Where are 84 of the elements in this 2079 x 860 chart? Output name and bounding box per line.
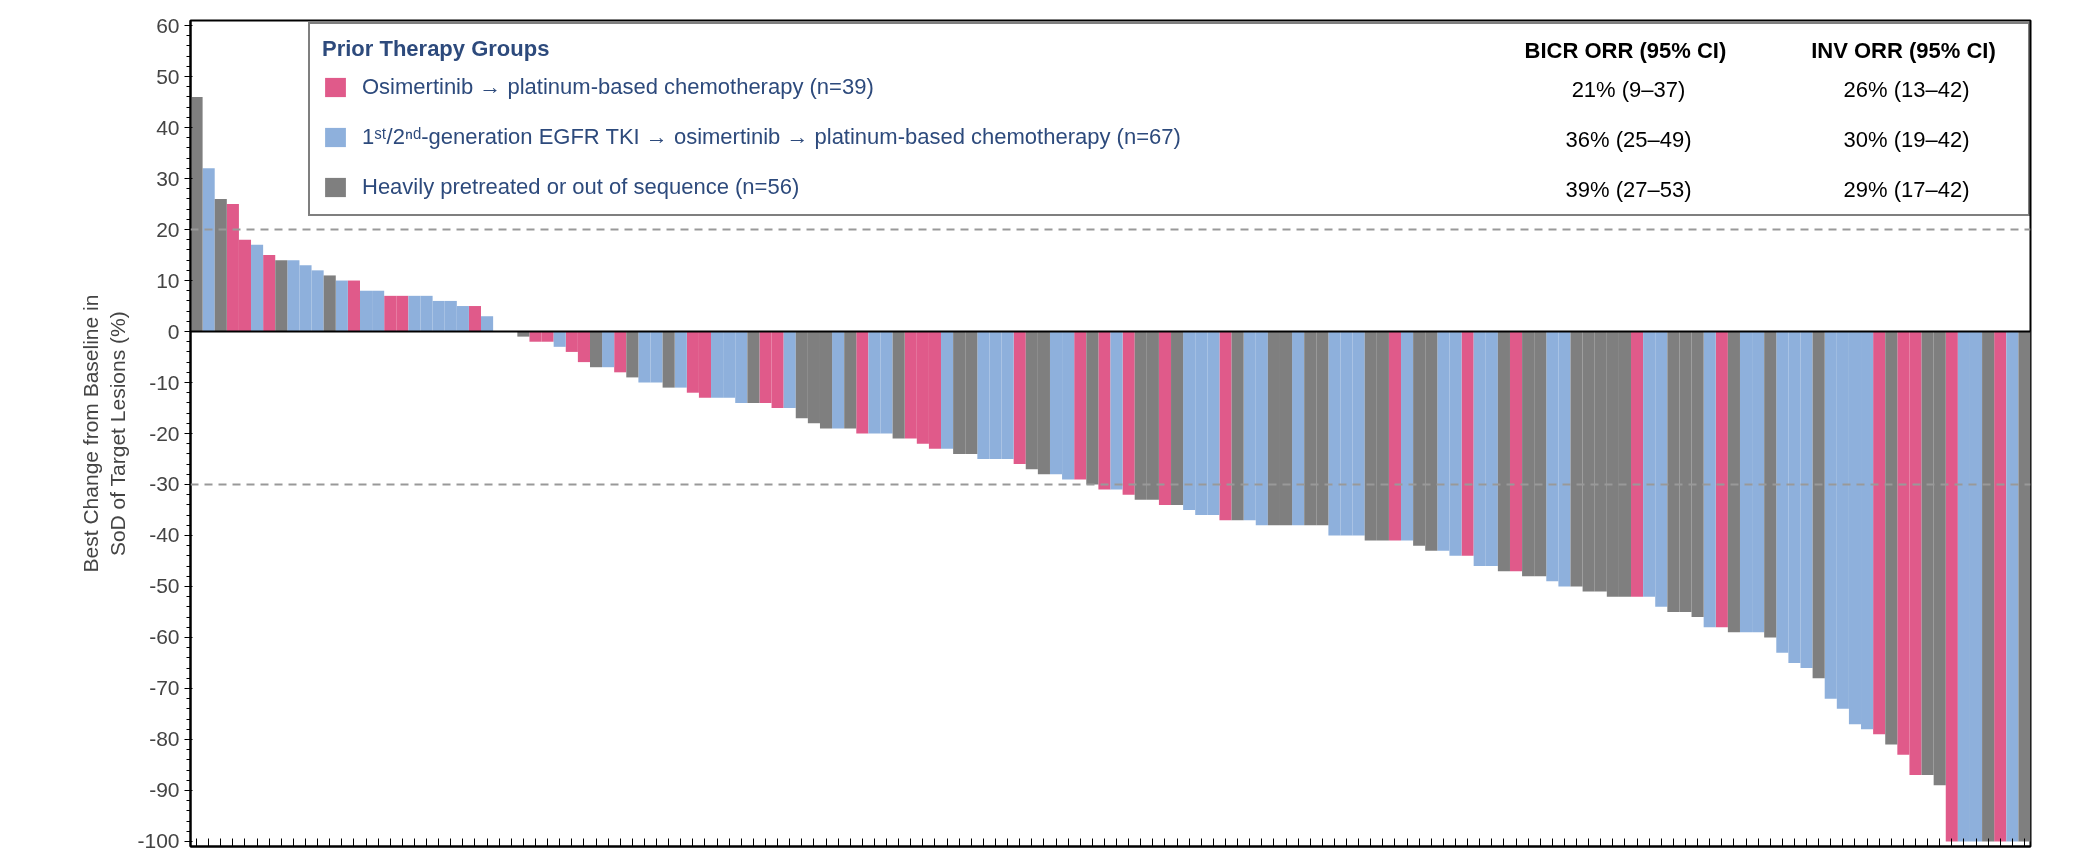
bar: [1388, 331, 1402, 541]
y-tick-label: -100: [137, 829, 180, 853]
legend-label: Heavily pretreated or out of sequence (n=56): [362, 174, 800, 199]
y-tick-label: -10: [149, 370, 180, 394]
bar: [747, 331, 760, 403]
legend-label: Osimertinib → platinum-based chemotherapy (n=39): [362, 74, 874, 99]
y-tick-label: -90: [149, 778, 180, 802]
bar: [481, 316, 494, 332]
bar: [202, 168, 215, 332]
bar: [856, 331, 869, 434]
annotation: 39% (27–53): [1565, 177, 1692, 202]
bar: [1086, 331, 1099, 485]
y-tick-label: -60: [149, 625, 180, 649]
bar: [1509, 331, 1523, 572]
y-tick-label: 50: [156, 64, 180, 88]
annotation: 26% (13–42): [1843, 77, 1970, 102]
legend-title: Prior Therapy Groups: [322, 36, 550, 61]
bar: [2006, 331, 2019, 842]
bar: [1994, 331, 2007, 842]
bar: [626, 331, 639, 378]
bar: [1013, 331, 1026, 465]
bar: [190, 96, 203, 332]
y-tick-label: 60: [156, 13, 180, 37]
bar: [323, 275, 336, 332]
bar: [1715, 331, 1728, 628]
annotation: 36% (25–49): [1565, 127, 1692, 152]
annotation: 30% (19–42): [1843, 127, 1970, 152]
y-tick-label: 10: [156, 268, 180, 292]
bar: [614, 331, 627, 373]
bar: [335, 280, 348, 332]
bar: [553, 331, 566, 347]
bar: [892, 331, 905, 439]
annotation: BICR ORR (95% CI): [1524, 38, 1727, 63]
bar: [1631, 331, 1644, 597]
y-tick-label: 30: [156, 166, 180, 190]
y-axis-title: Best Change from Baseline in SoD of Target Lesions (%): [78, 294, 130, 573]
y-tick-label: -40: [149, 523, 180, 547]
annotation: 21% (9–37): [1571, 77, 1686, 102]
y-tick-label: -30: [149, 472, 180, 496]
y-tick-label: 0: [167, 319, 180, 343]
bar: [674, 331, 687, 388]
bar: [783, 331, 796, 409]
bar: [468, 306, 482, 332]
y-tick-label: -20: [149, 421, 180, 445]
bar: [1945, 331, 1958, 842]
bar: [214, 198, 227, 332]
bar: [1122, 331, 1135, 495]
bar: [2018, 331, 2031, 842]
bar: [1098, 331, 1111, 490]
bar: [1292, 331, 1305, 526]
legend-label: 1ˢᵗ/2ⁿᵈ-generation EGFR TKI → osimertinib → platinum-based chemotherapy (n=67): [362, 124, 1181, 149]
bar: [589, 331, 603, 368]
bar: [251, 244, 264, 332]
bar: [1764, 331, 1777, 638]
bar: [1401, 331, 1414, 541]
bar: [1171, 331, 1184, 505]
bar: [1158, 331, 1172, 505]
bar: [602, 331, 615, 368]
annotation: INV ORR (95% CI): [1811, 38, 1996, 63]
bar: [844, 331, 857, 429]
bar: [1703, 331, 1716, 628]
bar: [1727, 331, 1740, 633]
bar: [662, 331, 675, 388]
annotation: 29% (17–42): [1843, 177, 1970, 202]
y-tick-label: -50: [149, 574, 180, 598]
bar: [263, 255, 276, 332]
bar: [1461, 331, 1474, 556]
bar: [1885, 331, 1898, 745]
y-tick-label: -80: [149, 727, 180, 751]
bar: [941, 331, 954, 449]
bar: [1219, 331, 1232, 521]
bar: [1074, 331, 1087, 480]
y-tick-label: -70: [149, 676, 180, 700]
bar: [347, 280, 360, 332]
bar: [1873, 331, 1886, 735]
bar: [275, 260, 288, 332]
y-tick-label: 20: [156, 217, 180, 241]
bar: [1497, 331, 1510, 572]
bar: [1982, 331, 1995, 842]
y-tick-label: 40: [156, 115, 180, 139]
bar: [1231, 331, 1244, 521]
bar: [1812, 331, 1825, 679]
bar: [1110, 331, 1123, 490]
bar: [832, 331, 845, 429]
